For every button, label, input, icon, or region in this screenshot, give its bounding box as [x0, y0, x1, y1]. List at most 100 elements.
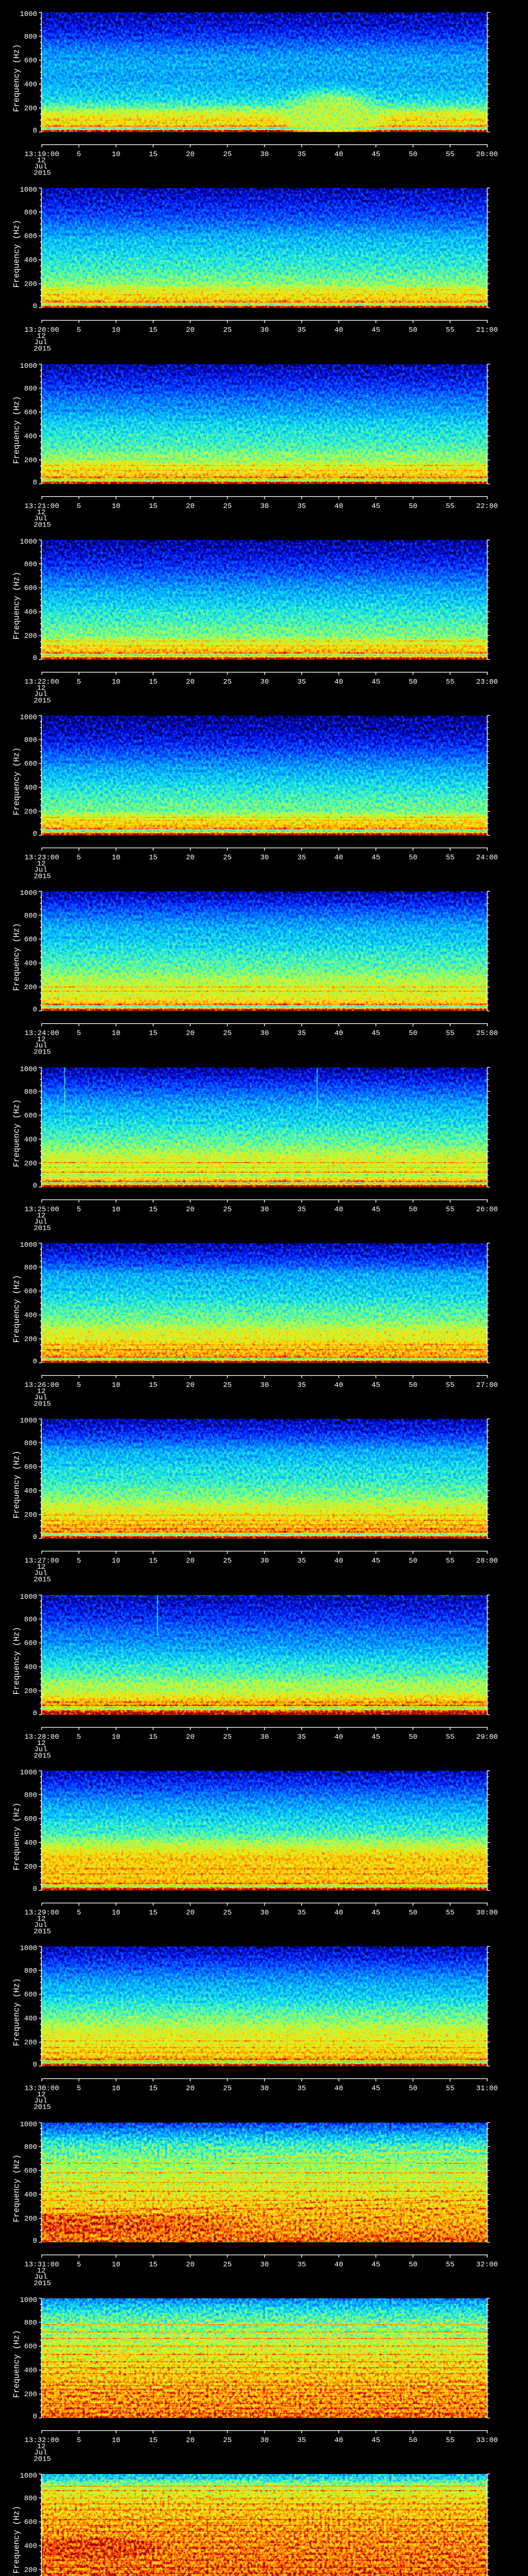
svg-text:Jul: Jul	[34, 338, 47, 347]
svg-text:400: 400	[24, 81, 37, 89]
svg-text:Frequency (Hz): Frequency (Hz)	[12, 1451, 22, 1519]
svg-text:15: 15	[149, 1909, 158, 1917]
svg-text:10: 10	[112, 678, 121, 686]
svg-text:5: 5	[77, 326, 81, 334]
svg-text:50: 50	[409, 1733, 418, 1741]
svg-text:20: 20	[186, 1206, 195, 1214]
svg-text:1000: 1000	[20, 714, 37, 722]
svg-text:200: 200	[24, 2566, 37, 2574]
svg-text:50: 50	[409, 502, 418, 511]
svg-text:25: 25	[223, 1206, 232, 1214]
svg-text:200: 200	[24, 984, 37, 992]
svg-text:5: 5	[77, 150, 81, 159]
svg-text:30: 30	[260, 1206, 269, 1214]
svg-text:13:28:00: 13:28:00	[24, 1733, 59, 1741]
svg-text:200: 200	[24, 1335, 37, 1344]
svg-text:35: 35	[298, 2436, 306, 2445]
svg-text:40: 40	[335, 1029, 343, 1038]
svg-text:13:27:00: 13:27:00	[24, 1557, 59, 1565]
svg-text:2015: 2015	[34, 521, 51, 529]
svg-text:22:00: 22:00	[476, 502, 498, 511]
svg-text:200: 200	[24, 105, 37, 113]
svg-text:40: 40	[335, 678, 343, 686]
svg-text:30: 30	[260, 502, 269, 511]
svg-text:28:00: 28:00	[476, 1557, 498, 1565]
svg-text:5: 5	[77, 502, 81, 511]
svg-text:800: 800	[24, 736, 37, 744]
svg-text:10: 10	[112, 150, 121, 159]
svg-text:1000: 1000	[20, 538, 37, 546]
svg-text:24:00: 24:00	[476, 854, 498, 862]
svg-text:10: 10	[112, 1557, 121, 1565]
svg-text:10: 10	[112, 1029, 121, 1038]
svg-text:Frequency (Hz): Frequency (Hz)	[12, 2506, 22, 2574]
svg-text:Frequency (Hz): Frequency (Hz)	[12, 2330, 22, 2398]
svg-text:5: 5	[77, 2436, 81, 2445]
svg-text:1000: 1000	[20, 2472, 37, 2480]
svg-text:55: 55	[446, 1381, 455, 1389]
svg-text:15: 15	[149, 1557, 158, 1565]
svg-text:13:30:00: 13:30:00	[24, 2084, 59, 2093]
svg-text:600: 600	[24, 1463, 37, 1471]
svg-text:400: 400	[24, 608, 37, 617]
svg-text:35: 35	[298, 502, 306, 511]
svg-text:12: 12	[37, 2267, 46, 2275]
svg-text:40: 40	[335, 2084, 343, 2093]
svg-text:35: 35	[298, 1381, 306, 1389]
svg-text:30: 30	[260, 1909, 269, 1917]
svg-text:30: 30	[260, 854, 269, 862]
svg-text:200: 200	[24, 1160, 37, 1168]
svg-text:200: 200	[24, 280, 37, 289]
svg-text:800: 800	[24, 385, 37, 393]
svg-text:0: 0	[33, 302, 37, 311]
svg-text:Jul: Jul	[34, 2097, 47, 2105]
svg-text:13:25:00: 13:25:00	[24, 1206, 59, 1214]
svg-text:25: 25	[223, 150, 232, 159]
svg-text:55: 55	[446, 2436, 455, 2445]
svg-text:10: 10	[112, 2436, 121, 2445]
svg-text:200: 200	[24, 2391, 37, 2399]
svg-text:30: 30	[260, 678, 269, 686]
svg-text:1000: 1000	[20, 889, 37, 897]
svg-text:1000: 1000	[20, 1417, 37, 1425]
svg-text:20: 20	[186, 1733, 195, 1741]
svg-text:55: 55	[446, 2084, 455, 2093]
svg-text:Jul: Jul	[34, 690, 47, 699]
svg-text:2015: 2015	[34, 2279, 51, 2287]
svg-text:15: 15	[149, 1381, 158, 1389]
svg-text:30: 30	[260, 150, 269, 159]
svg-text:800: 800	[24, 1264, 37, 1272]
svg-text:45: 45	[372, 678, 381, 686]
svg-text:12: 12	[37, 332, 46, 341]
svg-text:55: 55	[446, 502, 455, 511]
svg-text:35: 35	[298, 326, 306, 334]
svg-text:25: 25	[223, 1909, 232, 1917]
svg-text:5: 5	[77, 854, 81, 862]
svg-text:20: 20	[186, 2084, 195, 2093]
svg-text:55: 55	[446, 326, 455, 334]
svg-text:20: 20	[186, 2436, 195, 2445]
svg-text:0: 0	[33, 1533, 37, 1541]
svg-text:600: 600	[24, 409, 37, 417]
svg-text:2015: 2015	[34, 2455, 51, 2463]
svg-text:200: 200	[24, 2215, 37, 2223]
svg-text:Frequency (Hz): Frequency (Hz)	[12, 1803, 22, 1871]
svg-text:0: 0	[33, 2237, 37, 2245]
svg-text:45: 45	[372, 2436, 381, 2445]
svg-text:400: 400	[24, 2543, 37, 2551]
svg-text:31:00: 31:00	[476, 2084, 498, 2093]
svg-text:Frequency (Hz): Frequency (Hz)	[12, 572, 22, 640]
svg-text:32:00: 32:00	[476, 2261, 498, 2269]
svg-text:800: 800	[24, 1616, 37, 1624]
svg-text:Frequency (Hz): Frequency (Hz)	[12, 923, 22, 991]
svg-text:30: 30	[260, 2261, 269, 2269]
svg-text:12: 12	[37, 1212, 46, 1220]
svg-text:15: 15	[149, 1206, 158, 1214]
svg-text:Frequency (Hz): Frequency (Hz)	[12, 748, 22, 816]
svg-text:35: 35	[298, 1029, 306, 1038]
svg-text:600: 600	[24, 584, 37, 592]
svg-text:55: 55	[446, 2261, 455, 2269]
svg-text:12: 12	[37, 1387, 46, 1396]
svg-text:15: 15	[149, 2084, 158, 2093]
svg-text:Frequency (Hz): Frequency (Hz)	[12, 1099, 22, 1167]
